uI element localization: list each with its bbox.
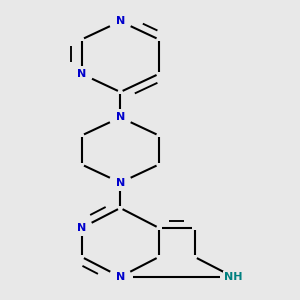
Text: N: N	[116, 178, 125, 188]
Text: N: N	[116, 16, 125, 26]
Text: N: N	[116, 112, 125, 122]
Text: N: N	[116, 272, 125, 282]
Text: NH: NH	[224, 272, 242, 282]
Text: N: N	[77, 69, 86, 79]
Text: N: N	[77, 223, 86, 233]
